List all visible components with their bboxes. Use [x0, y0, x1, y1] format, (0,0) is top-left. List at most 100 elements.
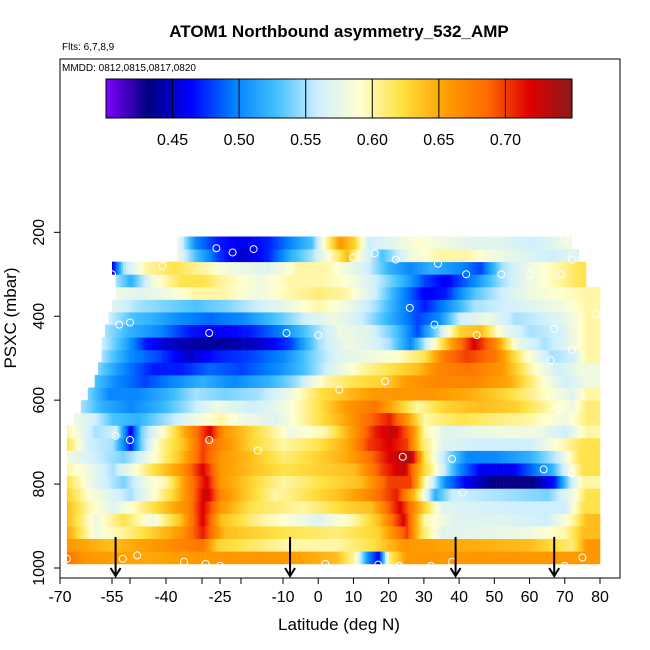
heatmap-cell	[455, 450, 458, 464]
heatmap-cell	[584, 500, 587, 514]
heatmap-cell	[388, 500, 391, 514]
heatmap-cell	[318, 349, 321, 363]
heatmap-cell	[462, 400, 465, 414]
heatmap-cell	[158, 349, 161, 363]
heatmap-cell	[139, 475, 142, 489]
heatmap-cell	[205, 526, 208, 540]
heatmap-cell	[251, 463, 254, 477]
heatmap-cell	[404, 349, 407, 363]
heatmap-cell	[578, 400, 581, 414]
heatmap-cell	[307, 551, 310, 565]
heatmap-cell	[596, 425, 599, 439]
heatmap-cell	[524, 463, 527, 477]
heatmap-cell	[585, 500, 588, 514]
heatmap-cell	[563, 450, 566, 464]
heatmap-cell	[517, 362, 520, 376]
heatmap-cell	[446, 500, 449, 514]
heatmap-cell	[557, 526, 560, 540]
heatmap-cell	[164, 463, 167, 477]
heatmap-cell	[580, 437, 583, 451]
heatmap-cell	[429, 488, 432, 502]
heatmap-cell	[342, 362, 345, 376]
heatmap-cell	[418, 526, 421, 540]
heatmap-cell	[133, 425, 136, 439]
heatmap-cell	[202, 387, 205, 401]
heatmap-cell	[531, 437, 534, 451]
heatmap-cell	[596, 551, 599, 565]
heatmap-cell	[298, 450, 301, 464]
heatmap-cell	[578, 437, 581, 451]
heatmap-cell	[393, 526, 397, 540]
heatmap-cell	[266, 463, 269, 477]
heatmap-cell	[202, 475, 205, 489]
heatmap-cell	[171, 488, 174, 502]
heatmap-cell	[149, 513, 152, 527]
heatmap-cell	[564, 425, 567, 439]
heatmap-cell	[234, 475, 238, 489]
heatmap-cell	[309, 374, 312, 388]
heatmap-cell	[295, 513, 298, 527]
heatmap-cell	[474, 450, 478, 464]
heatmap-cell	[432, 526, 435, 540]
heatmap-cell	[533, 425, 536, 439]
heatmap-cell	[151, 400, 154, 414]
heatmap-cell	[485, 362, 488, 376]
heatmap-cell	[222, 463, 225, 477]
heatmap-cell	[429, 526, 432, 540]
heatmap-cell	[587, 500, 590, 514]
heatmap-cell	[112, 538, 115, 552]
heatmap-cell	[245, 450, 248, 464]
heatmap-cell	[262, 437, 265, 451]
heatmap-cell	[418, 387, 421, 401]
heatmap-cell	[148, 362, 151, 376]
heatmap-cell	[367, 362, 370, 376]
heatmap-cell	[207, 500, 210, 514]
heatmap-cell	[327, 437, 330, 451]
heatmap-cell	[531, 538, 534, 552]
heatmap-cell	[173, 387, 176, 401]
heatmap-cell	[302, 349, 305, 363]
heatmap-cell	[476, 412, 479, 426]
heatmap-cell	[371, 412, 374, 426]
heatmap-cell	[270, 538, 273, 552]
heatmap-cell	[415, 387, 418, 401]
heatmap-cell	[561, 450, 564, 464]
heatmap-cell	[522, 475, 525, 489]
heatmap-cell	[92, 412, 95, 426]
heatmap-cell	[94, 425, 97, 439]
heatmap-cell	[304, 513, 307, 527]
heatmap-cell	[598, 362, 601, 376]
heatmap-cell	[193, 526, 196, 540]
heatmap-cell	[82, 526, 85, 540]
heatmap-cell	[584, 400, 587, 414]
heatmap-cell	[98, 463, 101, 477]
heatmap-cell	[427, 362, 430, 376]
heatmap-cell	[422, 475, 425, 489]
heatmap-cell	[200, 538, 203, 552]
heatmap-cell	[511, 538, 515, 552]
heatmap-cell	[480, 362, 483, 376]
heatmap-cell	[432, 488, 435, 502]
heatmap-cell	[166, 488, 169, 502]
heatmap-cell	[455, 349, 458, 363]
heatmap-cell	[224, 526, 227, 540]
heatmap-cell	[452, 488, 455, 502]
heatmap-cell	[249, 387, 252, 401]
heatmap-cell	[499, 500, 502, 514]
heatmap-cell	[408, 538, 411, 552]
heatmap-cell	[135, 349, 138, 363]
heatmap-cell	[155, 513, 158, 527]
heatmap-cell	[563, 538, 566, 552]
heatmap-cell	[251, 538, 254, 552]
heatmap-cell	[550, 362, 553, 376]
heatmap-cell	[473, 475, 476, 489]
heatmap-cell	[298, 374, 301, 388]
heatmap-cell	[513, 475, 516, 489]
heatmap-cell	[482, 526, 485, 540]
heatmap-cell	[548, 374, 551, 388]
heatmap-cell	[450, 450, 453, 464]
heatmap-cell	[94, 437, 97, 451]
heatmap-cell	[103, 475, 106, 489]
heatmap-cell	[112, 526, 115, 540]
heatmap-cell	[450, 475, 453, 489]
